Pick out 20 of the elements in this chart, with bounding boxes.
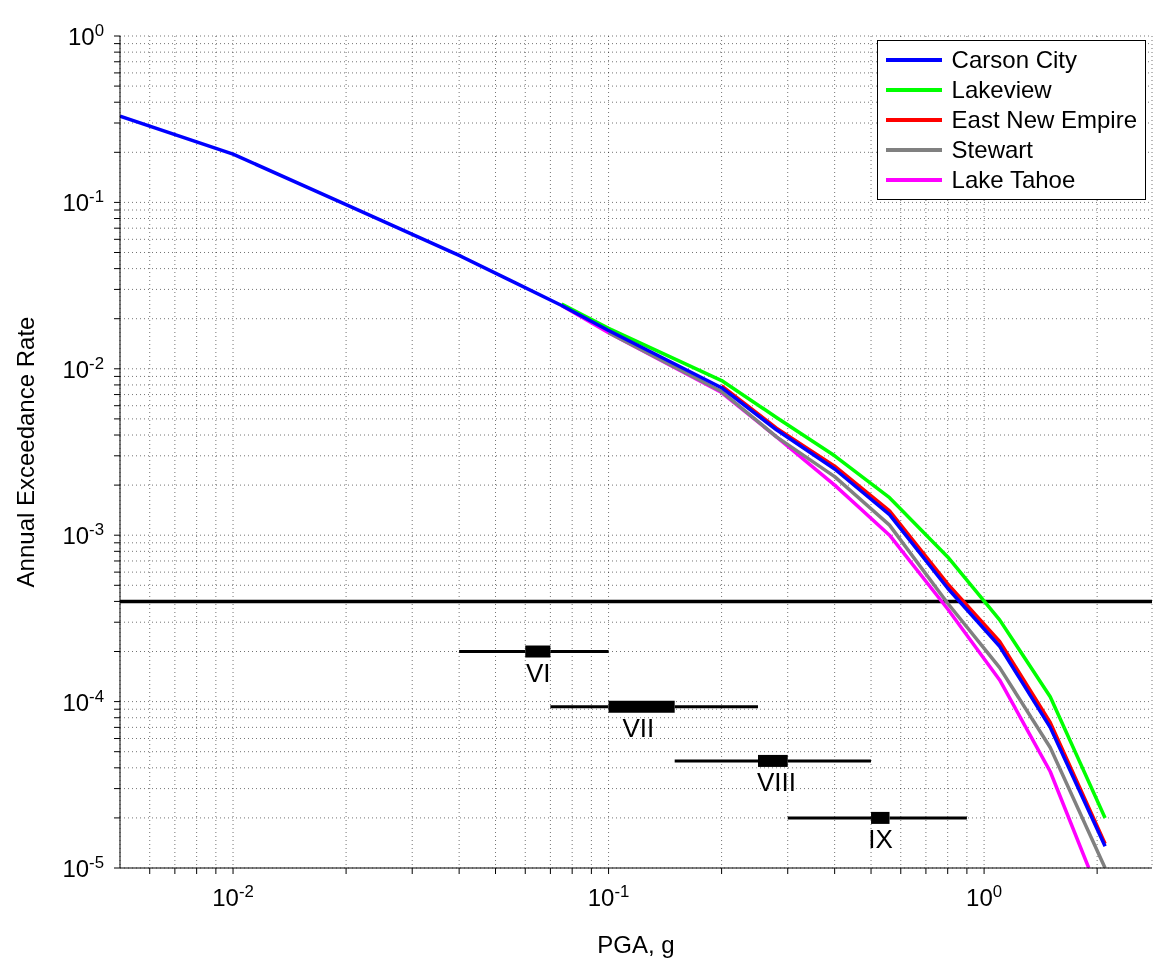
x-tick-label: 10$^{-2}$ <box>212 881 254 911</box>
legend-label: Lakeview <box>951 76 1052 104</box>
y-tick-label: 10$^{-3}$ <box>62 519 104 550</box>
legend-label: Lake Tahoe <box>951 166 1076 194</box>
legend-label: Carson City <box>951 46 1077 74</box>
annotation: IX <box>868 824 893 855</box>
x-axis-title: PGA, g <box>597 931 675 958</box>
annotation: VI <box>526 657 551 688</box>
x-tick-label: 10$^{-1}$ <box>587 881 630 911</box>
annotation: VII <box>622 713 655 744</box>
y-tick-label: 10$^{-5}$ <box>62 852 104 882</box>
annotation: VIII <box>756 767 796 798</box>
y-tick-label: 10$^{0}$ <box>67 20 104 50</box>
y-tick-label: 10$^{-4}$ <box>62 686 104 716</box>
y-tick-label: 10$^{-1}$ <box>62 186 104 217</box>
legend-label: East New Empire <box>951 106 1137 134</box>
y-axis-title: Annual Exceedance Rate <box>12 316 40 588</box>
y-tick-label: 10$^{-2}$ <box>62 353 104 383</box>
x-tick-label: 10$^{0}$ <box>966 881 1003 911</box>
legend-label: Stewart <box>951 136 1033 164</box>
